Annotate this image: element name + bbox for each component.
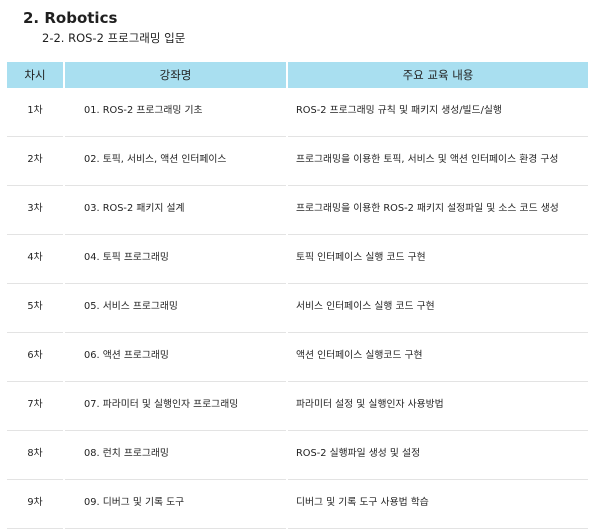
- curriculum-table: 차시 강좌명 주요 교육 내용 1차 01. ROS-2 프로그래밍 기초 RO…: [5, 62, 590, 529]
- table-row: 1차 01. ROS-2 프로그래밍 기초 ROS-2 프로그래밍 규칙 및 패…: [7, 88, 588, 137]
- course-content-cell: ROS-2 실행파일 생성 및 설정: [288, 431, 588, 480]
- course-content-cell: ROS-2 프로그래밍 규칙 및 패키지 생성/빌드/실행: [288, 88, 588, 137]
- table-row: 7차 07. 파라미터 및 실행인자 프로그래밍 파라미터 설정 및 실행인자 …: [7, 382, 588, 431]
- course-content-cell: 디버그 및 기록 도구 사용법 학습: [288, 480, 588, 529]
- course-title-cell: 08. 런치 프로그래밍: [65, 431, 286, 480]
- course-title-cell: 09. 디버그 및 기록 도구: [65, 480, 286, 529]
- course-title-cell: 06. 액션 프로그래밍: [65, 333, 286, 382]
- course-title-cell: 02. 토픽, 서비스, 액션 인터페이스: [65, 137, 286, 186]
- session-cell: 9차: [7, 480, 63, 529]
- table-header-row: 차시 강좌명 주요 교육 내용: [7, 62, 588, 88]
- session-cell: 8차: [7, 431, 63, 480]
- table-body: 1차 01. ROS-2 프로그래밍 기초 ROS-2 프로그래밍 규칙 및 패…: [7, 88, 588, 529]
- course-content-cell: 토픽 인터페이스 실행 코드 구현: [288, 235, 588, 284]
- page-subtitle: 2-2. ROS-2 프로그래밍 입문: [42, 31, 186, 45]
- course-content-cell: 프로그래밍을 이용한 토픽, 서비스 및 액션 인터페이스 환경 구성: [288, 137, 588, 186]
- header-session: 차시: [7, 62, 63, 88]
- table-row: 3차 03. ROS-2 패키지 설계 프로그래밍을 이용한 ROS-2 패키지…: [7, 186, 588, 235]
- course-title-cell: 03. ROS-2 패키지 설계: [65, 186, 286, 235]
- page-title: 2. Robotics: [23, 9, 118, 27]
- session-cell: 4차: [7, 235, 63, 284]
- course-content-cell: 서비스 인터페이스 실행 코드 구현: [288, 284, 588, 333]
- header-course-name: 강좌명: [65, 62, 286, 88]
- course-title-cell: 04. 토픽 프로그래밍: [65, 235, 286, 284]
- table-row: 4차 04. 토픽 프로그래밍 토픽 인터페이스 실행 코드 구현: [7, 235, 588, 284]
- table-row: 5차 05. 서비스 프로그래밍 서비스 인터페이스 실행 코드 구현: [7, 284, 588, 333]
- session-cell: 1차: [7, 88, 63, 137]
- course-content-cell: 액션 인터페이스 실행코드 구현: [288, 333, 588, 382]
- header-main-content: 주요 교육 내용: [288, 62, 588, 88]
- course-title-cell: 05. 서비스 프로그래밍: [65, 284, 286, 333]
- session-cell: 7차: [7, 382, 63, 431]
- course-content-cell: 프로그래밍을 이용한 ROS-2 패키지 설정파일 및 소스 코드 생성: [288, 186, 588, 235]
- session-cell: 6차: [7, 333, 63, 382]
- session-cell: 2차: [7, 137, 63, 186]
- table-row: 6차 06. 액션 프로그래밍 액션 인터페이스 실행코드 구현: [7, 333, 588, 382]
- table-row: 2차 02. 토픽, 서비스, 액션 인터페이스 프로그래밍을 이용한 토픽, …: [7, 137, 588, 186]
- table-row: 8차 08. 런치 프로그래밍 ROS-2 실행파일 생성 및 설정: [7, 431, 588, 480]
- session-cell: 5차: [7, 284, 63, 333]
- table-header: 차시 강좌명 주요 교육 내용: [7, 62, 588, 88]
- table-row: 9차 09. 디버그 및 기록 도구 디버그 및 기록 도구 사용법 학습: [7, 480, 588, 529]
- course-content-cell: 파라미터 설정 및 실행인자 사용방법: [288, 382, 588, 431]
- course-title-cell: 01. ROS-2 프로그래밍 기초: [65, 88, 286, 137]
- session-cell: 3차: [7, 186, 63, 235]
- course-title-cell: 07. 파라미터 및 실행인자 프로그래밍: [65, 382, 286, 431]
